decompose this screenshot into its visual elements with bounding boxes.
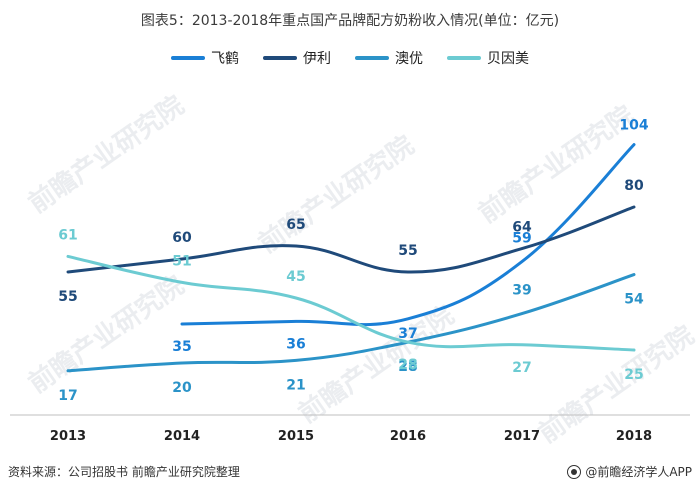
- data-label-yili: 64: [512, 220, 532, 236]
- data-label-feihe: 59: [512, 231, 531, 247]
- legend-swatch-yili: [263, 56, 297, 60]
- data-label-beinmei: 28: [398, 357, 417, 373]
- legend-label-feihe: 飞鹤: [211, 51, 239, 67]
- data-label-beinmei: 61: [58, 227, 77, 243]
- data-label-aoyou: 39: [512, 283, 531, 299]
- legend-item-beinmei: 贝因美: [447, 48, 529, 68]
- data-label-feihe: 37: [398, 326, 417, 342]
- data-label-yili: 65: [286, 217, 305, 233]
- data-label-aoyou: 20: [172, 380, 192, 396]
- series-line-aoyou: [66, 273, 636, 373]
- x-tick-label: 2017: [504, 429, 540, 444]
- data-label-aoyou: 54: [624, 292, 644, 308]
- legend-swatch-beinmei: [447, 56, 481, 60]
- legend-swatch-aoyou: [355, 56, 389, 60]
- data-label-yili: 55: [398, 243, 417, 259]
- data-label-aoyou: 17: [58, 388, 77, 404]
- data-label-yili: 55: [58, 289, 77, 305]
- data-label-feihe: 104: [619, 118, 648, 134]
- brand-logo-icon: [567, 464, 582, 479]
- data-label-yili: 60: [172, 230, 192, 246]
- credit: @前瞻经济学人APP: [567, 463, 692, 480]
- legend-label-yili: 伊利: [303, 51, 331, 67]
- x-tick-label: 2013: [50, 429, 86, 444]
- legend-swatch-feihe: [171, 56, 205, 60]
- series-line-yili: [66, 205, 636, 274]
- series-line-beinmei: [66, 254, 636, 352]
- data-label-aoyou: 21: [286, 377, 305, 393]
- chart-title: 图表5：2013-2018年重点国产品牌配方奶粉收入情况(单位：亿元): [140, 13, 560, 29]
- series-line-feihe: [180, 143, 636, 327]
- legend-item-yili: 伊利: [263, 48, 331, 68]
- legend-item-aoyou: 澳优: [355, 48, 423, 68]
- source-note: 资料来源：公司招股书 前瞻产业研究院整理: [8, 465, 240, 479]
- data-label-beinmei: 27: [512, 360, 531, 376]
- x-tick-label: 2014: [164, 429, 200, 444]
- legend-item-feihe: 飞鹤: [171, 48, 239, 68]
- x-tick-label: 2016: [390, 429, 426, 444]
- data-label-feihe: 36: [286, 336, 305, 352]
- x-tick-label: 2018: [616, 429, 652, 444]
- data-label-feihe: 35: [172, 339, 191, 355]
- credit-text: @前瞻经济学人APP: [585, 465, 692, 479]
- data-label-beinmei: 25: [624, 367, 643, 383]
- x-tick-label: 2015: [278, 429, 314, 444]
- data-label-aoyou: 28: [398, 359, 417, 375]
- legend-label-beinmei: 贝因美: [487, 51, 529, 67]
- data-label-yili: 80: [624, 178, 644, 194]
- data-label-beinmei: 51: [172, 253, 191, 269]
- legend-label-aoyou: 澳优: [395, 51, 423, 67]
- data-label-beinmei: 45: [286, 269, 305, 285]
- legend: 飞鹤 伊利 澳优 贝因美: [0, 48, 700, 68]
